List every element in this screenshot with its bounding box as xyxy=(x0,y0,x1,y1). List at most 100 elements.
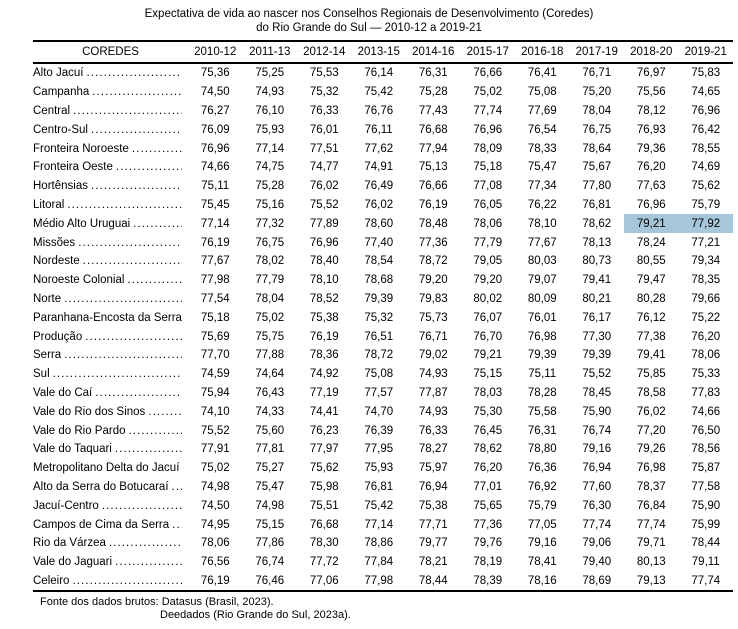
value-cell: 77,86 xyxy=(255,537,285,550)
table-title-line1: Expectativa de vida ao nascer nos Consel… xyxy=(144,8,594,20)
value-cell: 76,71 xyxy=(418,330,448,343)
value-cell: 78,60 xyxy=(364,217,394,230)
value-cell: 76,01 xyxy=(309,123,339,136)
corede-name-cell: Rio da Várzea xyxy=(33,534,188,553)
value-cell: 76,27 xyxy=(200,104,230,117)
dot-leader xyxy=(128,425,182,437)
value-cell: 75,52 xyxy=(309,198,339,211)
table-row: Nordeste 77,67 78,02 78,40 78,54 78,72 79,05 80… xyxy=(33,252,733,271)
value-cell: 75,32 xyxy=(309,86,339,99)
value-cell: 80,55 xyxy=(636,255,666,268)
corede-name: Alto Jacuí xyxy=(33,67,84,80)
value-cell: 79,66 xyxy=(691,292,721,305)
value-cell: 77,40 xyxy=(364,236,394,249)
value-cell: 76,33 xyxy=(309,104,339,117)
value-cell: 75,79 xyxy=(527,499,557,512)
dot-leader xyxy=(92,86,182,98)
value-cell: 76,56 xyxy=(200,556,230,569)
dot-leader xyxy=(91,180,182,192)
value-cell: 77,43 xyxy=(418,104,448,117)
value-cell: 74,93 xyxy=(255,86,285,99)
value-cell: 79,05 xyxy=(473,255,503,268)
value-cell: 75,79 xyxy=(691,198,721,211)
value-cell: 75,93 xyxy=(255,123,285,136)
value-cell: 77,30 xyxy=(582,330,612,343)
value-cell: 78,36 xyxy=(309,349,339,362)
value-cell: 76,98 xyxy=(636,462,666,475)
value-cell: 76,46 xyxy=(255,574,285,587)
value-cell: 77,36 xyxy=(473,518,503,531)
dot-leader xyxy=(132,143,182,155)
corede-name-cell: Noroeste Colonial xyxy=(33,271,188,290)
value-cell: 76,66 xyxy=(418,180,448,193)
value-cell: 79,36 xyxy=(636,142,666,155)
source-note-line1: Fonte dos dados brutos: Datasus (Brasil,… xyxy=(40,596,274,609)
value-cell: 75,94 xyxy=(200,386,230,399)
corede-name: Vale do Jaguari xyxy=(33,556,113,569)
table-row: Sul 74,59 74,64 74,92 75,08 74,93 75,15 75,11 75… xyxy=(33,365,733,384)
value-cell: 76,23 xyxy=(309,424,339,437)
value-cell: 76,14 xyxy=(364,67,394,80)
value-cell: 76,22 xyxy=(527,198,557,211)
corede-name-cell: Vale do Caí xyxy=(33,384,188,403)
dot-leader xyxy=(83,255,182,267)
value-cell: 76,94 xyxy=(418,480,448,493)
value-cell: 75,45 xyxy=(200,198,230,211)
column-header-period: 2015-17 xyxy=(466,46,509,58)
table-row: Central 76,27 76,10 76,33 76,76 77,43 77,74 77,… xyxy=(33,102,733,121)
table-row: Campanha 74,50 74,93 75,32 75,42 75,28 75,02 75… xyxy=(33,83,733,102)
corede-name-cell: Nordeste xyxy=(33,252,188,271)
column-header-period: 2010-12 xyxy=(194,46,237,58)
column-header-period: 2017-19 xyxy=(575,46,618,58)
value-cell: 79,21 xyxy=(473,349,503,362)
value-cell: 78,72 xyxy=(364,349,394,362)
value-cell: 74,66 xyxy=(691,405,721,418)
value-cell: 77,21 xyxy=(691,236,721,249)
value-cell: 79,39 xyxy=(582,349,612,362)
table-row: Vale do Jaguari 76,56 76,74 77,72 77,84 78,21… xyxy=(33,553,733,572)
value-cell: 79,02 xyxy=(418,349,448,362)
value-cell: 77,74 xyxy=(691,574,721,587)
value-cell: 76,94 xyxy=(582,462,612,475)
value-cell: 75,02 xyxy=(200,462,230,475)
dot-leader xyxy=(116,161,182,173)
value-cell: 76,71 xyxy=(582,67,612,80)
table-row: Noroeste Colonial 77,98 77,79 78,10 78,68 79,… xyxy=(33,271,733,290)
value-cell: 75,15 xyxy=(255,518,285,531)
value-cell: 77,98 xyxy=(200,274,230,287)
value-cell: 77,20 xyxy=(636,424,666,437)
value-cell: 79,07 xyxy=(527,274,557,287)
value-cell: 77,67 xyxy=(527,236,557,249)
value-cell: 77,87 xyxy=(418,386,448,399)
value-cell: 75,85 xyxy=(636,368,666,381)
corede-name: Norte xyxy=(33,292,62,305)
value-cell: 77,71 xyxy=(418,518,448,531)
value-cell: 75,11 xyxy=(201,180,230,193)
table-row: Campos de Cima da Serra 74,95 75,15 76,68 77… xyxy=(33,515,733,534)
value-cell: 77,54 xyxy=(200,292,230,305)
column-header-period: 2013-15 xyxy=(357,46,400,58)
value-cell: 75,87 xyxy=(691,462,721,475)
value-cell: 76,10 xyxy=(255,104,285,117)
value-cell: 77,32 xyxy=(255,217,285,230)
value-cell: 78,30 xyxy=(309,537,339,550)
value-cell: 75,20 xyxy=(582,86,612,99)
value-cell: 74,93 xyxy=(418,368,448,381)
dot-leader xyxy=(115,443,182,455)
value-cell: 80,09 xyxy=(527,292,557,305)
value-cell: 78,10 xyxy=(527,217,557,230)
dot-leader xyxy=(64,293,182,305)
value-cell: 78,64 xyxy=(582,142,612,155)
source-note-line2: Deedados (Rio Grande do Sul, 2023a). xyxy=(160,609,351,622)
value-cell: 76,84 xyxy=(636,499,666,512)
value-cell: 78,33 xyxy=(527,142,557,155)
value-cell: 75,67 xyxy=(582,161,612,174)
value-cell: 77,74 xyxy=(636,518,666,531)
corede-name-cell: Sul xyxy=(33,365,188,384)
value-cell: 78,44 xyxy=(418,574,448,587)
value-cell: 76,98 xyxy=(527,330,557,343)
value-cell: 78,06 xyxy=(691,349,721,362)
value-cell: 77,88 xyxy=(255,349,285,362)
corede-name: Jacuí-Centro xyxy=(33,499,99,512)
value-cell: 79,41 xyxy=(582,274,612,287)
